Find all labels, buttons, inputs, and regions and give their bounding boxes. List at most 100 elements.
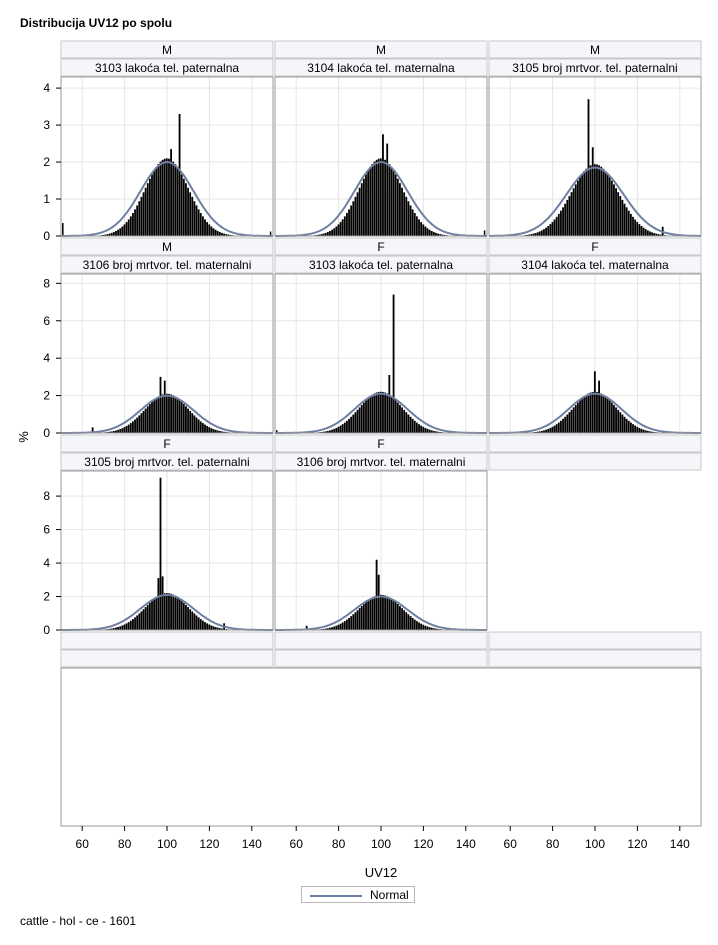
histogram-bar xyxy=(418,424,420,433)
histogram-bar xyxy=(382,134,384,236)
histogram-bar xyxy=(394,400,397,433)
histogram-bar xyxy=(411,418,414,433)
histogram-bar xyxy=(394,174,397,236)
panel-sex-label: M xyxy=(376,43,386,57)
y-tick-label: 4 xyxy=(43,81,50,95)
histogram-bar xyxy=(204,622,206,630)
histogram-bar xyxy=(651,232,653,236)
histogram-bar xyxy=(642,227,645,236)
histogram-bar xyxy=(543,229,545,236)
panel-frame xyxy=(488,76,702,237)
histogram-bar xyxy=(403,409,406,433)
histogram-bar xyxy=(560,420,562,433)
histogram-bar xyxy=(613,184,615,236)
histogram-bar xyxy=(432,430,435,433)
x-tick-label: 140 xyxy=(670,837,690,851)
histogram-bar xyxy=(627,210,630,236)
panel-sex-label: F xyxy=(377,240,384,254)
x-tick-label: 140 xyxy=(456,837,476,851)
histogram-bar xyxy=(146,183,149,236)
histogram-bar xyxy=(117,627,119,630)
histogram-bar xyxy=(195,615,198,630)
histogram-bar xyxy=(358,187,361,236)
histogram-bar xyxy=(339,222,342,236)
empty-header xyxy=(274,631,488,650)
histogram-bar xyxy=(115,627,117,630)
histogram-bar xyxy=(583,396,586,433)
histogram-bar xyxy=(123,224,126,236)
histogram-bar xyxy=(382,391,384,433)
histogram-bar xyxy=(617,192,620,236)
histogram-bar xyxy=(547,428,550,433)
panel-frame xyxy=(274,76,488,237)
histogram-bar xyxy=(367,398,370,433)
histogram-bar xyxy=(108,233,111,236)
histogram-bar xyxy=(163,380,166,433)
histogram-bar xyxy=(201,620,204,630)
histogram-bar xyxy=(401,187,403,236)
x-tick-label: 140 xyxy=(242,837,262,851)
histogram-bar xyxy=(430,627,433,630)
histogram-bar xyxy=(159,161,162,236)
histogram-bar xyxy=(422,426,425,433)
histogram-bar xyxy=(165,593,168,630)
histogram-bar xyxy=(564,416,567,433)
histogram-bar xyxy=(409,205,412,236)
histogram-bar xyxy=(151,600,153,630)
histogram-bar xyxy=(329,230,331,236)
histogram-bar xyxy=(182,404,185,433)
empty-panel-row xyxy=(60,667,702,827)
x-tick-label: 60 xyxy=(76,837,90,851)
histogram-bar xyxy=(129,620,132,630)
histogram-bar xyxy=(331,429,333,433)
histogram-bar xyxy=(136,417,139,433)
histogram-bar xyxy=(375,159,378,236)
histogram-bar xyxy=(606,173,609,236)
histogram-bar xyxy=(348,209,350,236)
histogram-bar xyxy=(401,407,403,433)
histogram-bar xyxy=(140,196,143,236)
normal-curve xyxy=(489,166,701,237)
histogram-bar xyxy=(170,394,172,433)
panel-frame xyxy=(60,273,274,434)
panel-header-sex xyxy=(274,237,488,256)
histogram-bar xyxy=(212,228,215,236)
histogram-bar xyxy=(331,229,333,236)
histogram-bar xyxy=(112,430,115,433)
histogram-bar xyxy=(187,607,189,630)
histogram-bar xyxy=(354,412,357,433)
histogram-bar xyxy=(360,606,363,630)
histogram-bar xyxy=(437,431,439,433)
histogram-bar xyxy=(170,149,172,236)
histogram-bar xyxy=(562,418,564,433)
histogram-bar xyxy=(644,229,647,236)
histogram-bar xyxy=(199,213,202,236)
histogram-bar xyxy=(572,407,575,433)
histogram-bar xyxy=(428,429,431,433)
histogram-bar xyxy=(576,402,579,433)
histogram-bar xyxy=(210,428,213,433)
histogram-bar xyxy=(587,99,590,237)
histogram-bar xyxy=(371,164,374,236)
histogram-bar xyxy=(407,614,410,630)
histogram-bar xyxy=(379,391,382,433)
histogram-bar xyxy=(646,230,649,236)
normal-curve xyxy=(275,160,487,237)
histogram-bar xyxy=(193,201,196,236)
histogram-bar xyxy=(195,417,198,433)
histogram-bar xyxy=(214,627,217,630)
histogram-bar xyxy=(388,375,391,433)
histogram-bar xyxy=(106,234,109,236)
histogram-bar xyxy=(365,174,367,236)
histogram-bar xyxy=(369,167,372,236)
histogram-bar xyxy=(134,419,136,433)
panel-frame xyxy=(60,76,274,237)
histogram-bar xyxy=(216,430,219,433)
histogram-bar xyxy=(140,611,143,630)
histogram-bar xyxy=(583,171,586,236)
histogram-bar xyxy=(422,624,425,630)
histogram-bar xyxy=(153,399,156,433)
histogram-bar xyxy=(127,219,130,236)
histogram-bar xyxy=(333,228,336,236)
histogram-bar xyxy=(435,628,437,630)
